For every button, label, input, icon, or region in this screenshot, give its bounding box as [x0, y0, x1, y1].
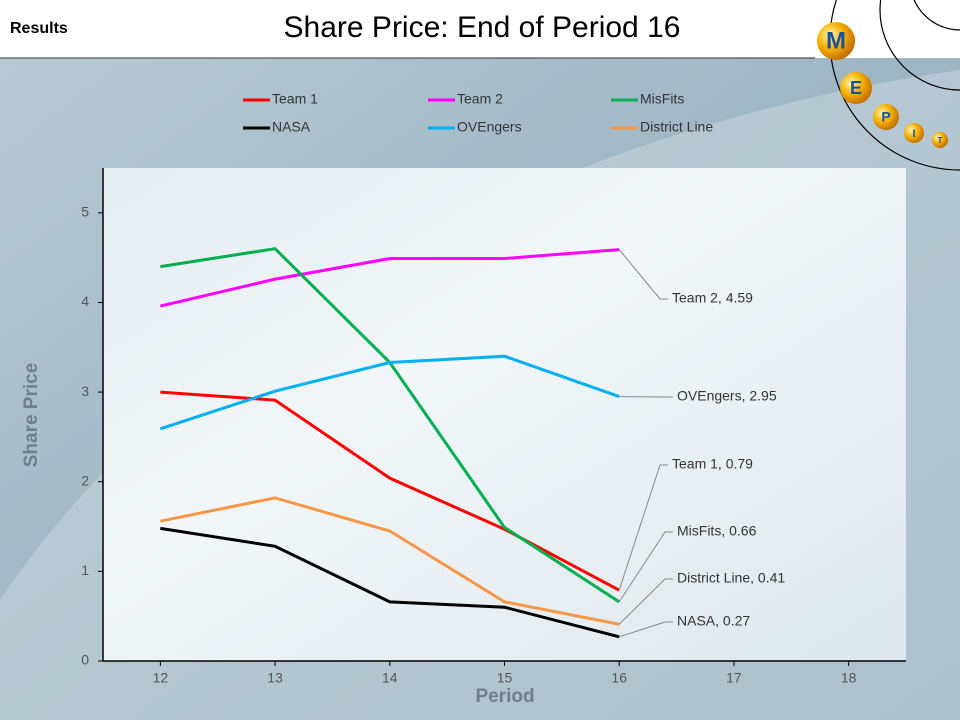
x-tick-label: 17	[726, 670, 742, 686]
x-tick-label: 12	[153, 670, 169, 686]
legend-label: NASA	[272, 119, 311, 135]
logo-letter: T	[938, 136, 943, 145]
legend-label: Team 1	[272, 91, 318, 107]
logo-letter: P	[881, 109, 890, 125]
y-tick-label: 5	[81, 204, 89, 220]
legend-label: Team 2	[457, 91, 503, 107]
series-line	[160, 390, 620, 592]
y-tick-label: 1	[81, 562, 89, 578]
data-label: District Line, 0.41	[677, 570, 785, 586]
logo: M E P I T	[817, 22, 948, 148]
data-label: Team 2, 4.59	[672, 290, 753, 306]
y-tick-label: 3	[81, 383, 89, 399]
series-line	[160, 496, 620, 626]
data-label: OVEngers, 2.95	[677, 388, 777, 404]
leader-line	[618, 578, 673, 625]
x-axis-title: Period	[475, 686, 534, 707]
y-tick-label: 2	[81, 472, 89, 488]
data-label: NASA, 0.27	[677, 613, 750, 629]
section-label: Results	[10, 20, 68, 37]
leader-line	[618, 249, 668, 300]
x-tick-label: 18	[841, 670, 857, 686]
y-tick-label: 0	[81, 652, 89, 668]
x-tick-label: 16	[611, 670, 627, 686]
leader-line	[618, 464, 668, 591]
data-label: Team 1, 0.79	[672, 456, 753, 472]
y-tick-label: 4	[81, 293, 89, 309]
legend-label: MisFits	[640, 91, 684, 107]
logo-letter: I	[912, 128, 915, 140]
series-line	[160, 526, 620, 639]
logo-letter: M	[826, 27, 846, 54]
x-tick-label: 14	[382, 670, 398, 686]
series-line	[159, 354, 620, 431]
logo-letter: E	[850, 78, 862, 98]
series-line	[160, 248, 620, 308]
leader-line	[619, 621, 673, 638]
data-label: MisFits, 0.66	[677, 523, 757, 539]
legend-label: District Line	[640, 119, 713, 135]
legend-label: OVEngers	[457, 119, 522, 135]
x-tick-label: 15	[497, 670, 513, 686]
y-axis-title: Share Price	[21, 363, 42, 468]
header-bar	[0, 0, 960, 58]
chart-title: Share Price: End of Period 16	[284, 11, 681, 44]
leader-line	[618, 531, 673, 603]
plot-area	[103, 168, 906, 661]
x-tick-label: 13	[267, 670, 283, 686]
